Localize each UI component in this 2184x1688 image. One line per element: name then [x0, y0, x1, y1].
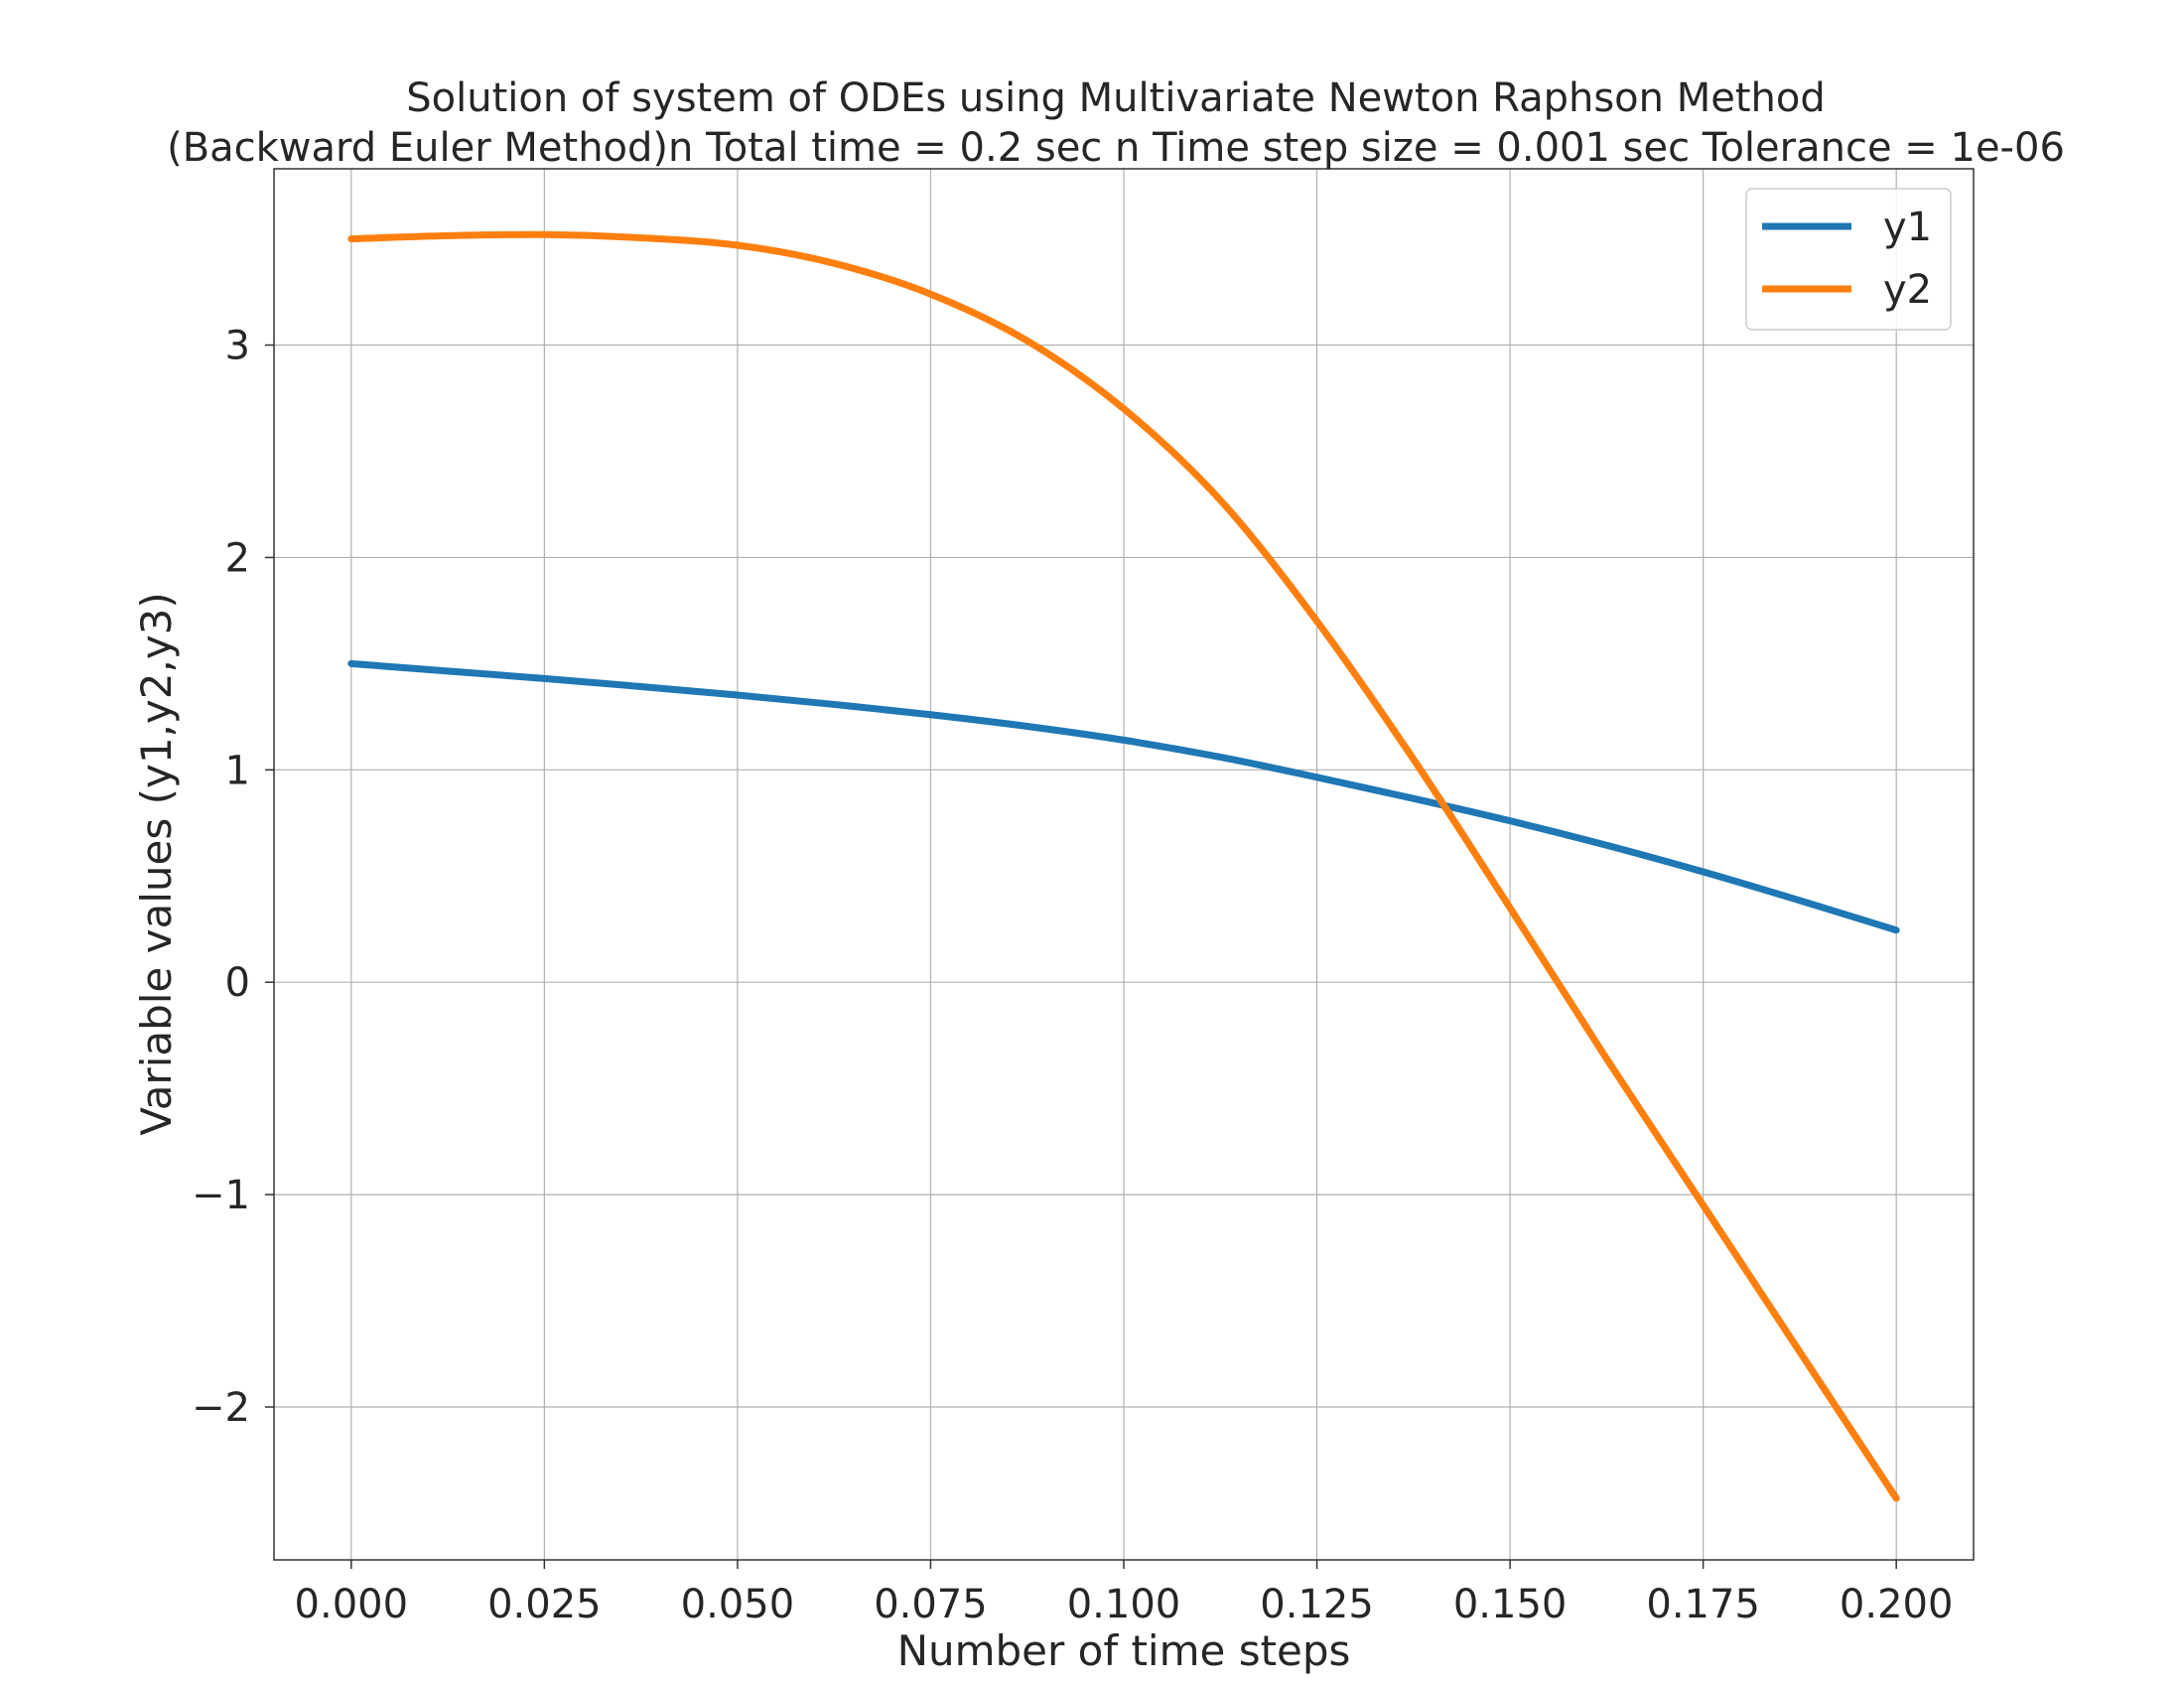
series-line-y1 — [347, 659, 1900, 934]
y-tick-label: 0 — [225, 960, 250, 1006]
y-tick-label: −1 — [192, 1173, 250, 1218]
y-tick-label: 2 — [225, 535, 250, 581]
legend: y1 y2 — [1745, 188, 1952, 331]
chart-title-line-2: (Backward Euler Method)n Total time = 0.… — [167, 125, 2065, 171]
tick-labels: 0.000 0.025 0.050 0.075 0.100 0.125 0.150 0.175… — [192, 324, 1953, 1627]
grid — [274, 169, 1974, 1560]
x-axis-label: Number of time steps — [897, 1626, 1351, 1675]
series-lines — [347, 230, 1900, 1502]
y-tick-label: 1 — [225, 748, 250, 793]
y-tick-label: −2 — [192, 1385, 250, 1431]
x-tick-label: 0.175 — [1646, 1582, 1760, 1627]
y-axis-label: Variable values (y1,y2,y3) — [132, 592, 181, 1136]
chart-title-line-1: Solution of system of ODEs using Multiva… — [406, 75, 1825, 121]
x-tick-label: 0.025 — [487, 1582, 602, 1627]
y-tick-label: 3 — [225, 324, 250, 369]
x-tick-label: 0.075 — [874, 1582, 988, 1627]
x-tick-label: 0.100 — [1067, 1582, 1181, 1627]
series-line-y2 — [347, 230, 1900, 1502]
x-tick-label: 0.125 — [1260, 1582, 1374, 1627]
x-tick-label: 0.200 — [1840, 1582, 1954, 1627]
x-tick-label: 0.050 — [681, 1582, 795, 1627]
legend-label-y1: y1 — [1883, 205, 1932, 250]
x-tick-label: 0.000 — [295, 1582, 409, 1627]
x-tick-label: 0.150 — [1453, 1582, 1568, 1627]
legend-label-y2: y2 — [1883, 267, 1932, 313]
